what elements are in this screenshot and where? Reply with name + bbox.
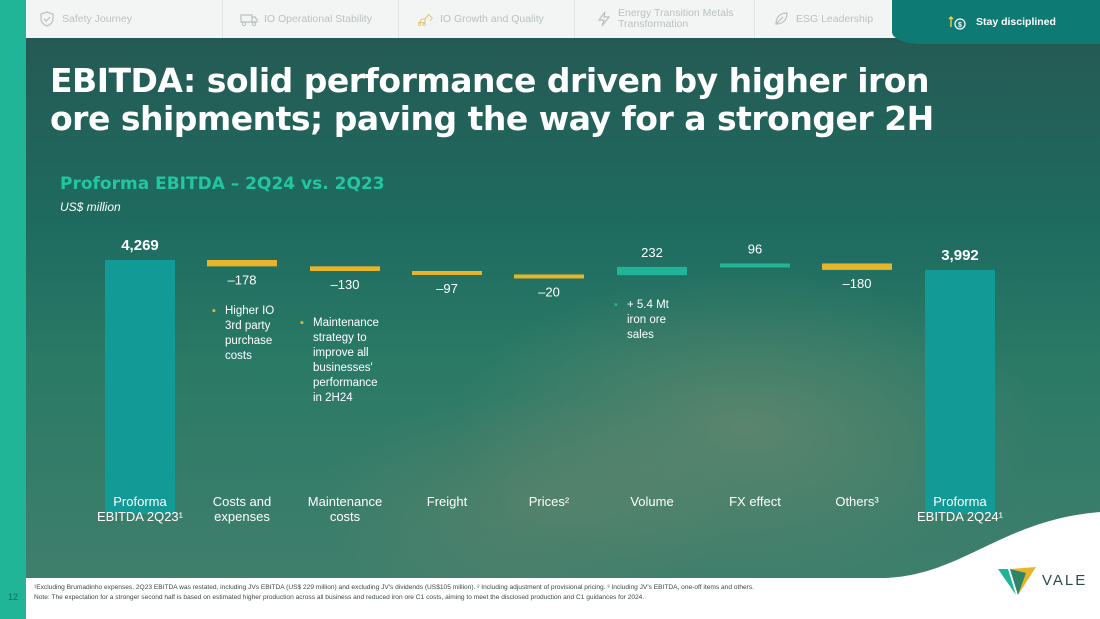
bar-1 xyxy=(105,260,175,514)
money-arrows-icon: $ xyxy=(948,13,968,31)
note-line: improve all xyxy=(313,347,369,359)
left-accent-strip xyxy=(0,0,26,619)
chart-units: US$ million xyxy=(60,200,121,214)
nav-label: ESG Leadership xyxy=(796,12,874,25)
note-line: costs xyxy=(225,350,252,362)
lightning-icon xyxy=(596,10,612,28)
note-line: 3rd party xyxy=(225,320,271,332)
note-line: sales xyxy=(627,329,654,341)
nav-divider xyxy=(398,0,399,38)
footnotes: ¹Excluding Brumadinho expenses. 2Q23 EBI… xyxy=(34,583,934,602)
vale-logo-mark xyxy=(998,567,1036,595)
category-label: Proforma EBITDA 2Q23¹ xyxy=(97,494,184,524)
nav-item-stay-disciplined[interactable]: $ Stay disciplined xyxy=(892,0,1100,44)
nav-label: IO Operational Stability xyxy=(264,12,372,25)
note-maintenance: ▪ Maintenance strategy to improve all bu… xyxy=(300,316,398,406)
background-photo xyxy=(26,36,1100,578)
bar-4 xyxy=(412,270,482,275)
bullet-icon: ▪ xyxy=(212,305,216,317)
footnote-line: Note: The expectation for a stronger sec… xyxy=(34,593,645,601)
bar-9 xyxy=(925,269,995,514)
slide-title: EBITDA: solid performance driven by high… xyxy=(50,61,934,138)
slide-number: 12 xyxy=(7,592,18,602)
nav-item-safety-journey[interactable]: Safety Journey xyxy=(38,0,132,38)
bar-2 xyxy=(207,260,277,267)
leaf-icon xyxy=(772,10,790,28)
nav-item-energy-transition[interactable]: Energy Transition Metals Transformation xyxy=(596,0,756,38)
value-label: –130 xyxy=(331,277,360,292)
note-costs-expenses: ▪ Higher IO 3rd party purchase costs xyxy=(212,304,295,364)
note-line: strategy to xyxy=(313,332,367,344)
bar-7 xyxy=(720,263,790,268)
category-label: Costs and expenses xyxy=(213,494,272,524)
note-line: Higher IO xyxy=(225,305,275,317)
bullet-icon: ▪ xyxy=(300,317,304,329)
nav-active-label: Stay disciplined xyxy=(976,16,1056,28)
nav-item-io-operational-stability[interactable]: IO Operational Stability xyxy=(240,0,372,38)
nav-divider xyxy=(222,0,223,38)
note-volume: ▪ + 5.4 Mt iron ore sales xyxy=(614,298,697,343)
value-label: –97 xyxy=(436,281,458,296)
nav-label: IO Growth and Quality xyxy=(440,12,544,25)
vale-logo-text: VALE xyxy=(1042,571,1088,589)
nav-item-io-growth-quality[interactable]: IO Growth and Quality xyxy=(416,0,544,38)
nav-label: Energy Transition Metals Transformation xyxy=(618,7,734,30)
category-label: Volume xyxy=(630,494,673,509)
bar-6 xyxy=(617,266,687,276)
footnote-line: ¹Excluding Brumadinho expenses. 2Q23 EBI… xyxy=(34,584,754,591)
category-label: FX effect xyxy=(729,494,781,509)
value-label: 4,269 xyxy=(121,237,159,254)
value-label: –178 xyxy=(228,272,257,287)
nav-label: Safety Journey xyxy=(62,12,133,25)
vale-logo: VALE xyxy=(996,560,1096,600)
category-label: Maintenance costs xyxy=(308,494,382,524)
svg-text:$: $ xyxy=(958,22,962,29)
category-label: Freight xyxy=(427,494,468,509)
value-label: 3,992 xyxy=(941,247,979,264)
note-line: in 2H24 xyxy=(313,392,353,404)
chart-title: Proforma EBITDA – 2Q24 vs. 2Q23 xyxy=(60,174,385,194)
note-line: performance xyxy=(313,377,378,389)
nav-divider xyxy=(574,0,575,38)
value-label: 232 xyxy=(641,245,663,260)
category-label: Prices² xyxy=(529,494,570,509)
nav-divider xyxy=(754,0,755,38)
category-label: Proforma EBITDA 2Q24¹ xyxy=(917,494,1004,524)
truck-icon xyxy=(240,10,258,28)
bar-8 xyxy=(822,263,892,270)
value-label: 96 xyxy=(748,241,762,256)
note-line: businesses' xyxy=(313,362,373,374)
bullet-icon: ▪ xyxy=(614,299,618,311)
nav-item-esg-leadership[interactable]: ESG Leadership xyxy=(772,0,873,38)
note-line: iron ore xyxy=(627,314,666,326)
bar-5 xyxy=(514,274,584,279)
category-label: Others³ xyxy=(835,494,879,509)
bar-3 xyxy=(310,266,380,271)
value-label: –20 xyxy=(538,284,560,299)
note-line: Maintenance xyxy=(313,317,379,329)
note-line: + 5.4 Mt xyxy=(627,299,669,311)
excavator-icon xyxy=(416,10,434,28)
note-line: purchase xyxy=(225,335,273,347)
shield-check-icon xyxy=(38,10,56,28)
value-label: –180 xyxy=(843,276,872,291)
